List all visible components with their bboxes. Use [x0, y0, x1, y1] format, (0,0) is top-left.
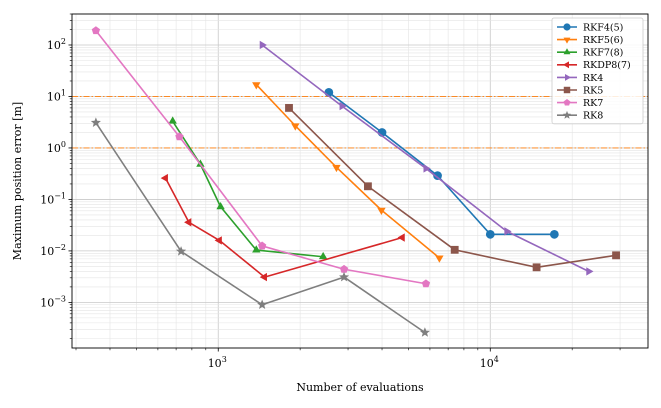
y-tick-label: 101	[47, 88, 66, 103]
plot-series	[90, 26, 620, 337]
legend-entry: RKDP8(7)	[557, 60, 631, 71]
data-point-marker	[485, 229, 495, 239]
data-point-marker	[433, 171, 442, 180]
legend-label: RK5	[583, 85, 603, 96]
legend-entry: RKF4(5)	[557, 22, 623, 33]
data-point-marker	[563, 23, 571, 31]
data-point-marker	[504, 227, 512, 236]
data-point-marker	[563, 86, 571, 94]
data-point-marker	[397, 233, 405, 242]
series-rk8	[90, 117, 430, 337]
data-point-marker	[259, 272, 267, 282]
y-tick-label: 10−2	[40, 243, 66, 258]
x-axis-label: Number of evaluations	[296, 381, 424, 394]
data-point-marker	[339, 271, 350, 282]
data-point-marker	[91, 26, 101, 35]
axis-ticks: 103 104 10−3 10−2 10−1 100 101 102	[40, 13, 621, 370]
legend-entry: RKF7(8)	[557, 48, 623, 59]
data-point-marker	[421, 279, 431, 288]
legend-label: RKF5(6)	[583, 35, 623, 46]
data-point-marker	[377, 207, 386, 215]
data-point-marker	[562, 110, 572, 119]
series-rk5	[285, 103, 620, 272]
legend-entry: RK4	[557, 73, 603, 84]
legend-label: RK4	[583, 73, 603, 84]
data-point-marker	[257, 241, 267, 250]
data-point-marker	[332, 164, 341, 173]
y-axis-label: Maximum position error [m]	[11, 102, 24, 260]
data-point-marker	[257, 299, 268, 310]
data-point-marker	[563, 98, 571, 106]
legend-label: RKF4(5)	[583, 22, 623, 33]
legend-label: RKDP8(7)	[583, 60, 631, 71]
legend-entry: RK8	[557, 111, 603, 122]
series-rk4	[259, 40, 594, 276]
legend-entry: RK7	[557, 98, 603, 109]
data-point-marker	[214, 236, 222, 245]
y-tick-label: 10−3	[40, 294, 66, 309]
data-point-marker	[364, 182, 372, 191]
series-rkf78	[168, 116, 328, 260]
data-point-marker	[160, 173, 168, 183]
data-point-marker	[175, 132, 184, 141]
data-point-marker	[612, 251, 620, 260]
data-point-marker	[90, 117, 101, 127]
data-point-marker	[586, 267, 594, 276]
data-point-marker	[450, 245, 459, 254]
series-rkdp87	[160, 173, 405, 282]
data-point-marker	[259, 40, 267, 50]
series-rk7	[91, 26, 431, 288]
data-point-marker	[318, 251, 328, 260]
data-point-marker	[216, 201, 225, 210]
y-tick-label: 100	[47, 140, 66, 155]
data-point-marker	[563, 61, 569, 69]
data-point-marker	[423, 164, 431, 173]
y-tick-label: 10−1	[40, 191, 66, 206]
data-point-marker	[339, 264, 349, 273]
data-point-marker	[252, 82, 261, 90]
data-point-marker	[435, 255, 444, 263]
legend-entry: RK5	[557, 85, 603, 96]
legend-label: RK8	[583, 111, 603, 122]
x-tick-label: 104	[480, 355, 499, 370]
data-point-marker	[176, 246, 187, 256]
data-point-marker	[184, 218, 192, 227]
data-point-marker	[252, 245, 261, 253]
data-point-marker	[168, 116, 177, 124]
data-point-marker	[565, 73, 571, 81]
legend-box	[551, 17, 644, 125]
y-tick-label: 102	[47, 37, 66, 52]
data-point-marker	[563, 37, 571, 44]
data-point-marker	[532, 263, 541, 272]
legend-entry: RKF5(6)	[557, 35, 623, 46]
data-point-marker	[285, 103, 293, 112]
plot-frame	[71, 13, 649, 349]
series-rkf56	[252, 82, 444, 263]
data-point-marker	[291, 123, 300, 131]
data-point-marker	[339, 101, 347, 111]
data-point-marker	[419, 327, 430, 337]
legend-label: RK7	[583, 98, 603, 109]
data-point-marker	[563, 48, 571, 55]
legend-label: RKF7(8)	[583, 48, 623, 59]
data-point-marker	[549, 229, 559, 239]
x-tick-label: 103	[208, 355, 227, 370]
